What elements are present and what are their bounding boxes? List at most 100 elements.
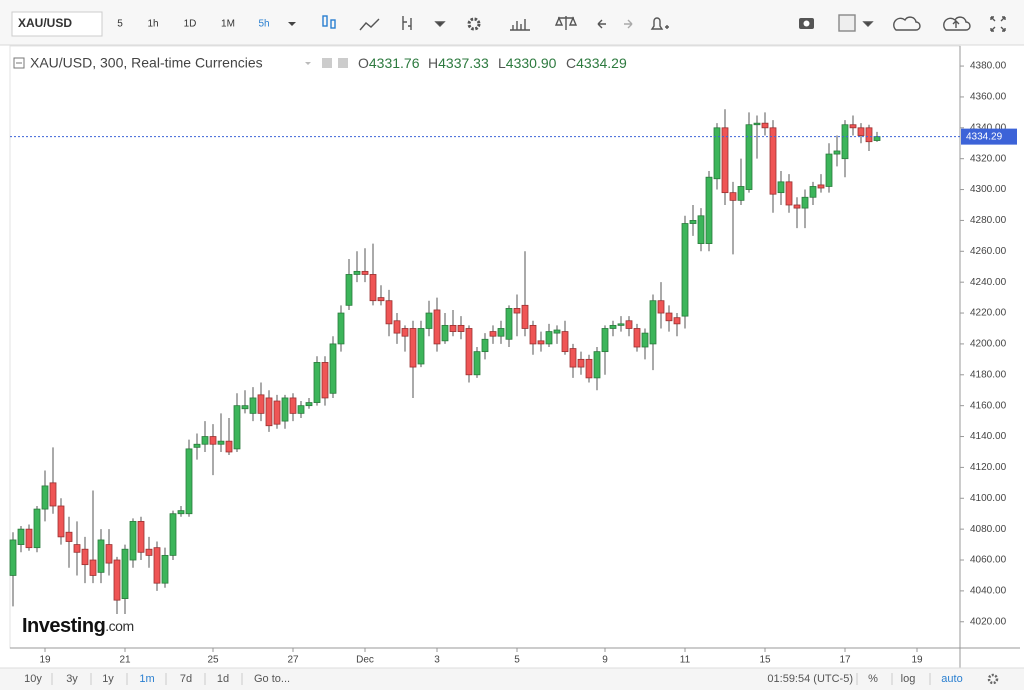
range-button[interactable]: 3y	[66, 673, 78, 685]
y-tick-label: 4320.00	[970, 153, 1007, 164]
candle-body	[369, 274, 377, 302]
candle-body	[513, 308, 521, 314]
candle-body	[793, 204, 801, 209]
candle-body	[185, 448, 193, 515]
candle-body	[505, 308, 513, 340]
candle-body	[569, 348, 577, 368]
color-box[interactable]	[838, 14, 856, 32]
clock: 01:59:54 (UTC-5)	[767, 673, 853, 685]
candle-body	[849, 124, 857, 129]
interval-button[interactable]: 5h	[258, 19, 269, 30]
candles-icon-2	[330, 19, 336, 29]
watermark-suffix: .com	[105, 618, 133, 634]
candle-body	[769, 127, 777, 195]
ohlc-value: 4334.29	[576, 55, 627, 71]
x-tick-label: 19	[39, 655, 51, 666]
scale-option[interactable]: auto	[941, 673, 962, 685]
interval-dropdown[interactable]	[288, 22, 296, 26]
candle-body	[753, 122, 761, 126]
candle-body	[25, 528, 33, 549]
range-button[interactable]: 7d	[180, 673, 192, 685]
compare-icon[interactable]	[554, 16, 578, 30]
symbol-input[interactable]	[11, 11, 103, 37]
range-button[interactable]: 1y	[102, 673, 114, 685]
candles-icon[interactable]	[322, 15, 328, 27]
candle-body	[233, 405, 241, 450]
candle-body	[537, 340, 545, 345]
scale-option[interactable]: %	[868, 673, 878, 685]
candle-body	[577, 358, 585, 368]
save-icon[interactable]	[943, 16, 971, 31]
candle-body	[145, 548, 153, 556]
x-tick-label: 11	[680, 655, 691, 666]
ohlc-item: O4331.76	[358, 55, 420, 71]
candle-body	[809, 186, 817, 198]
candle-body	[249, 397, 257, 414]
candle-body	[553, 329, 561, 334]
candle-body	[649, 300, 657, 345]
goto-button[interactable]: Go to...	[254, 673, 290, 685]
candle-body	[169, 513, 177, 556]
redo-icon[interactable]	[624, 19, 633, 29]
candle-body	[561, 331, 569, 353]
bars-icon[interactable]	[402, 16, 412, 30]
x-tick-label: 15	[759, 655, 771, 666]
color-dropdown[interactable]	[862, 21, 874, 27]
y-tick-label: 4340.00	[970, 122, 1007, 133]
y-tick-label: 4180.00	[970, 369, 1007, 380]
candle-body	[41, 485, 49, 510]
bottom-bar	[0, 668, 1024, 690]
load-icon[interactable]	[893, 16, 921, 31]
alert-icon[interactable]	[650, 17, 669, 30]
line-icon[interactable]	[359, 18, 380, 31]
indicators-icon[interactable]	[510, 19, 530, 31]
candle-body	[273, 400, 281, 425]
settings-small-icon[interactable]	[338, 58, 348, 68]
candle-body	[321, 362, 329, 399]
interval-button[interactable]: 1M	[221, 19, 235, 30]
fullscreen-icon[interactable]	[990, 16, 1006, 32]
interval-button[interactable]: 5	[117, 19, 123, 30]
ohlc-item: C4334.29	[566, 55, 627, 71]
candle-body	[305, 402, 313, 407]
interval-button[interactable]: 1D	[184, 19, 197, 30]
range-button[interactable]: 10y	[24, 673, 42, 685]
watermark-brand: Investing	[22, 615, 105, 637]
candle-body	[873, 136, 881, 141]
candle-body	[193, 443, 201, 448]
scale-option[interactable]: log	[901, 673, 916, 685]
last-price-box	[961, 128, 1017, 145]
candle-body	[521, 304, 529, 329]
range-button[interactable]: 1m	[139, 673, 154, 685]
candle-body	[137, 521, 145, 553]
range-button[interactable]: 1d	[217, 673, 229, 685]
hide-icon[interactable]	[322, 58, 332, 68]
style-dropdown[interactable]	[434, 21, 446, 27]
interval-button[interactable]: 1h	[147, 19, 158, 30]
undo-icon[interactable]	[597, 19, 606, 29]
x-tick-label: 19	[911, 655, 923, 666]
y-tick-label: 4280.00	[970, 215, 1007, 226]
candle-body	[241, 405, 249, 410]
ohlc-label: C	[566, 55, 576, 71]
candle-body	[49, 482, 57, 507]
bottom-settings-icon[interactable]	[987, 673, 999, 685]
candle-body	[449, 324, 457, 332]
title-dropdown[interactable]	[305, 62, 311, 65]
candle-body	[337, 312, 345, 345]
candle-body	[665, 312, 673, 322]
candle-body	[297, 405, 305, 414]
candle-body	[209, 436, 217, 445]
candle-body	[377, 297, 385, 302]
candle-body	[857, 127, 865, 136]
candle-body	[57, 505, 65, 538]
y-tick-label: 4240.00	[970, 277, 1007, 288]
x-tick-label: 27	[287, 655, 299, 666]
symbol-text: XAU/USD	[18, 16, 72, 30]
candle-body	[825, 153, 833, 187]
settings-icon[interactable]	[467, 17, 481, 31]
candle-body	[713, 127, 721, 180]
collapse-icon[interactable]	[13, 57, 25, 69]
candle-body	[801, 196, 809, 209]
candle-body	[417, 328, 425, 365]
